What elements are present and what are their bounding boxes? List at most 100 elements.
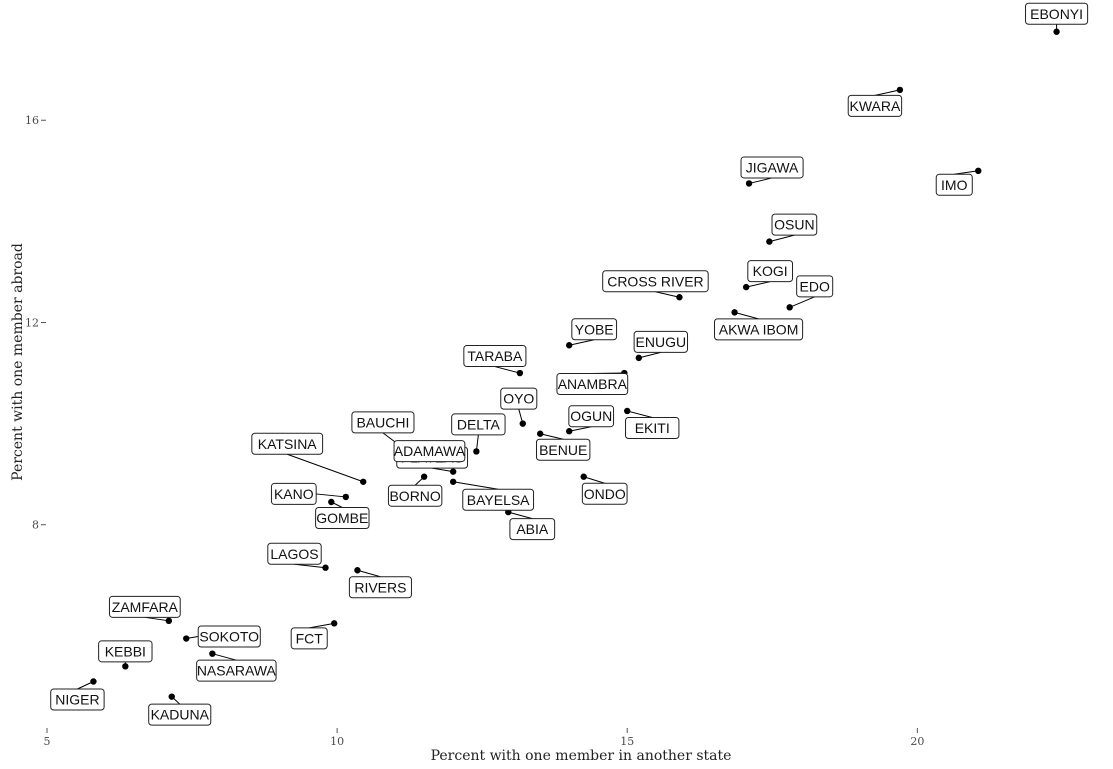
point-label-text: KADUNA: [151, 707, 210, 723]
point-label-box: [351, 411, 415, 434]
point-label-box: [108, 595, 181, 618]
label-connector: [508, 511, 533, 520]
label-connector: [453, 481, 499, 490]
x-tick-label: 15: [620, 735, 634, 748]
x-tick-label: 20: [910, 735, 924, 748]
label-connector: [734, 311, 759, 320]
data-point: [209, 650, 216, 657]
label-connector: [494, 366, 521, 374]
x-tick-label: 10: [330, 735, 344, 748]
point-label: GOMBE: [315, 506, 370, 529]
point-label-box: [196, 659, 277, 682]
point-label-box: [796, 275, 834, 298]
point-label-box: [1025, 2, 1089, 25]
point-label: DELTA: [451, 413, 506, 436]
point-label: BAYELSA: [462, 488, 535, 511]
data-point: [328, 498, 335, 506]
x-tick-label: 5: [44, 735, 51, 748]
data-point: [635, 354, 643, 362]
point-label-text: DELTA: [457, 416, 501, 432]
point-label-text: IMO: [941, 177, 968, 193]
data-point: [1053, 28, 1060, 35]
point-label: IMO: [935, 173, 973, 196]
point-label-text: ENUGU: [636, 334, 687, 350]
point-label: KATSINA: [251, 432, 324, 455]
label-connector: [655, 291, 680, 298]
label-connector: [583, 476, 605, 484]
label-connector: [316, 493, 346, 498]
point-label: SOKOTO: [197, 625, 261, 648]
point-label-text: KEBBI: [105, 643, 146, 659]
label-connector: [746, 281, 771, 288]
y-tick-label: 12: [25, 316, 39, 329]
point-label: AKWA IBOM: [714, 318, 804, 341]
data-point: [565, 342, 573, 349]
point-label: NASARAWA: [196, 659, 277, 682]
data-point: [742, 283, 750, 291]
point-label-text: FCT: [296, 630, 324, 646]
point-label: EDO: [796, 275, 834, 298]
point-label-box: [556, 373, 629, 396]
point-label: JIGAWA: [740, 156, 804, 179]
data-point: [449, 478, 457, 485]
point-label: TARABA: [463, 345, 527, 368]
point-label-box: [50, 688, 105, 711]
point-label-box: [315, 506, 370, 529]
point-label: ABIA: [509, 518, 556, 541]
point-label: EKITI: [625, 416, 680, 439]
data-point: [786, 304, 793, 311]
point-label: KEBBI: [98, 640, 153, 663]
point-label: NIGER: [50, 688, 105, 711]
point-label-box: [451, 413, 506, 436]
data-points: [90, 28, 1060, 700]
data-point: [165, 617, 173, 625]
y-axis-title: Percent with one member abroad: [10, 243, 26, 481]
label-connector: [540, 433, 564, 440]
point-label-box: [602, 270, 709, 293]
data-point: [516, 369, 524, 377]
point-label-text: ONDO: [584, 486, 626, 502]
label-connector: [769, 234, 795, 243]
data-point: [766, 238, 773, 245]
point-label-text: OYO: [503, 391, 534, 407]
label-connector: [874, 89, 901, 96]
point-label-box: [935, 173, 973, 196]
point-label-box: [747, 260, 794, 283]
point-label-text: EDO: [800, 278, 830, 294]
point-label-text: JIGAWA: [746, 159, 799, 175]
data-point: [676, 294, 683, 301]
point-label-box: [267, 542, 322, 565]
label-connectors: [77, 24, 1058, 705]
point-label-text: ANAMBRA: [558, 376, 628, 392]
label-connector: [294, 563, 326, 569]
label-connector: [212, 653, 237, 661]
point-label: LAGOS: [267, 542, 322, 565]
point-label-box: [393, 440, 466, 463]
point-label-box: [571, 318, 618, 341]
label-connector: [287, 453, 364, 483]
label-connector: [432, 467, 454, 473]
point-label: ONDO: [581, 482, 628, 505]
data-point: [896, 86, 904, 94]
axis-ticks: 5 10 15 20 8 12 16: [25, 114, 924, 748]
point-label-text: LAGOS: [270, 546, 318, 562]
data-point: [342, 493, 350, 501]
data-point: [420, 473, 428, 480]
point-label-text: BAUCHI: [356, 414, 409, 430]
label-connector: [569, 339, 595, 346]
data-point: [122, 663, 129, 670]
point-label-text: AKWA IBOM: [719, 321, 799, 337]
point-label: ENUGU: [633, 330, 689, 353]
point-label-text: SOKOTO: [199, 629, 259, 645]
label-connector: [954, 170, 979, 175]
point-label-box: [98, 640, 153, 663]
point-label: KOGI: [747, 260, 794, 283]
point-label-box: [348, 576, 412, 599]
point-label: ANAMBRA: [556, 373, 629, 396]
data-point: [624, 407, 631, 415]
data-point: [360, 478, 367, 485]
label-connector: [748, 177, 773, 184]
point-label-text: YOBE: [575, 321, 614, 337]
point-label-box: [535, 438, 591, 461]
